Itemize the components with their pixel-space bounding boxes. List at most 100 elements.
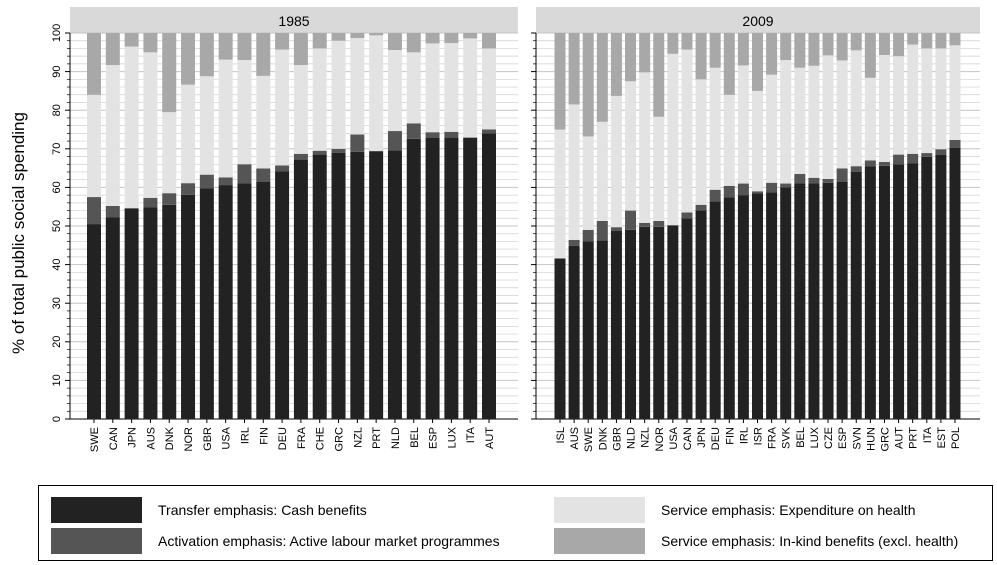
legend-label-health: Service emphasis: Expenditure on health xyxy=(661,502,916,518)
bar-segment-almp xyxy=(275,165,290,172)
bar-segment-health xyxy=(596,121,608,221)
x-tick-label: DNK xyxy=(597,426,609,450)
x-tick-label: PRT xyxy=(371,427,383,449)
panel-strip xyxy=(536,7,980,33)
bar-segment-cash xyxy=(143,207,158,419)
bar-segment-inkind xyxy=(610,33,622,96)
bar-segment-cash xyxy=(124,208,139,419)
x-tick-label: AUT xyxy=(484,427,496,449)
bar-segment-health xyxy=(554,129,566,259)
bar-segment-cash xyxy=(237,183,252,419)
bar-segment-health xyxy=(237,60,252,165)
bar-DNK xyxy=(162,33,177,419)
bar-segment-cash xyxy=(921,156,933,419)
y-tick-label: 20 xyxy=(51,336,63,348)
bar-segment-inkind xyxy=(482,33,496,49)
bar-segment-health xyxy=(387,49,402,132)
bar-segment-inkind xyxy=(463,33,478,39)
bar-segment-almp xyxy=(794,173,806,184)
legend-swatch-health xyxy=(554,497,645,523)
bar-segment-health xyxy=(218,59,233,178)
bar-IRL xyxy=(237,33,252,419)
bar-segment-inkind xyxy=(808,33,820,66)
x-tick-label: FRA xyxy=(767,426,779,449)
bar-ISR xyxy=(752,33,763,419)
bar-segment-inkind xyxy=(568,33,580,105)
bar-segment-almp xyxy=(935,149,947,155)
bar-segment-health xyxy=(639,72,651,223)
bar-DNK xyxy=(596,33,608,419)
x-tick-label: GBR xyxy=(202,427,214,451)
x-tick-label: SVK xyxy=(781,426,793,449)
bar-segment-cash xyxy=(949,147,961,419)
bar-segment-inkind xyxy=(369,33,384,36)
y-tick-label: 100 xyxy=(51,24,63,42)
bar-segment-inkind xyxy=(949,33,961,46)
bar-segment-almp xyxy=(350,134,365,152)
bar-segment-health xyxy=(681,49,693,213)
bar-segment-inkind xyxy=(312,33,327,49)
bar-segment-cash xyxy=(181,194,196,419)
bar-segment-inkind xyxy=(723,33,735,95)
x-tick-label: DEU xyxy=(710,427,722,450)
bar-BEL xyxy=(406,33,421,419)
bar-DEU xyxy=(709,33,721,419)
bar-segment-almp xyxy=(878,161,890,166)
x-tick-label: NLD xyxy=(626,427,638,449)
x-tick-label: GRC xyxy=(334,427,346,452)
bar-NZL xyxy=(639,33,651,419)
y-tick-label: 70 xyxy=(51,143,63,155)
bar-SVN xyxy=(850,33,862,419)
bar-segment-inkind xyxy=(162,33,177,113)
panel-strip xyxy=(70,7,518,33)
bar-segment-cash xyxy=(582,241,594,419)
y-tick-label: 90 xyxy=(51,65,63,77)
bar-segment-cash xyxy=(218,185,233,419)
x-tick-label: ESP xyxy=(837,427,849,449)
bar-segment-health xyxy=(949,45,961,140)
bar-segment-inkind xyxy=(653,33,665,117)
bar-segment-cash xyxy=(625,229,637,419)
bar-segment-almp xyxy=(893,154,905,165)
bar-segment-inkind xyxy=(143,33,158,53)
x-tick-label: IRL xyxy=(738,427,750,444)
bar-segment-inkind xyxy=(639,33,651,73)
y-axis-label: % of total public social spending xyxy=(9,112,28,354)
bar-segment-almp xyxy=(331,148,346,153)
bar-segment-almp xyxy=(218,177,233,186)
y-tick-label: 30 xyxy=(51,297,63,309)
bar-PRT xyxy=(907,33,919,419)
bar-segment-inkind xyxy=(554,33,566,130)
bar-segment-almp xyxy=(780,183,792,188)
bar-segment-inkind xyxy=(350,33,365,39)
bar-segment-almp xyxy=(808,177,820,184)
bar-segment-cash xyxy=(293,159,308,419)
legend-item-almp: Activation emphasis: Active labour marke… xyxy=(51,528,500,554)
x-tick-label: JPN xyxy=(127,427,139,448)
bar-segment-inkind xyxy=(237,33,252,61)
x-tick-label: NOR xyxy=(183,427,195,452)
bar-ISL xyxy=(554,33,566,419)
bar-segment-cash xyxy=(554,258,566,419)
bar-segment-health xyxy=(737,65,749,184)
bar-GBR xyxy=(610,33,622,419)
bar-segment-cash xyxy=(667,225,679,419)
bar-segment-almp xyxy=(425,132,440,138)
bar-segment-cash xyxy=(387,150,402,419)
bar-segment-almp xyxy=(199,174,214,189)
bar-segment-cash xyxy=(907,163,919,419)
x-tick-label: HUN xyxy=(865,427,877,451)
bar-segment-health xyxy=(723,94,735,186)
bar-GRC xyxy=(331,33,346,419)
bar-segment-cash xyxy=(681,218,693,419)
bar-AUS xyxy=(143,33,158,419)
bar-segment-health xyxy=(836,60,848,169)
bar-segment-health xyxy=(893,56,905,155)
bar-segment-almp xyxy=(406,123,421,139)
panel-1985: 1985 0 10 20 30 40 50 60 70 80 90 100 SWE CAN JPN AUS DN… xyxy=(51,7,518,452)
bar-segment-almp xyxy=(596,220,608,241)
bar-segment-health xyxy=(766,74,778,183)
bar-segment-inkind xyxy=(87,33,101,95)
x-tick-label: ESP xyxy=(428,427,440,449)
